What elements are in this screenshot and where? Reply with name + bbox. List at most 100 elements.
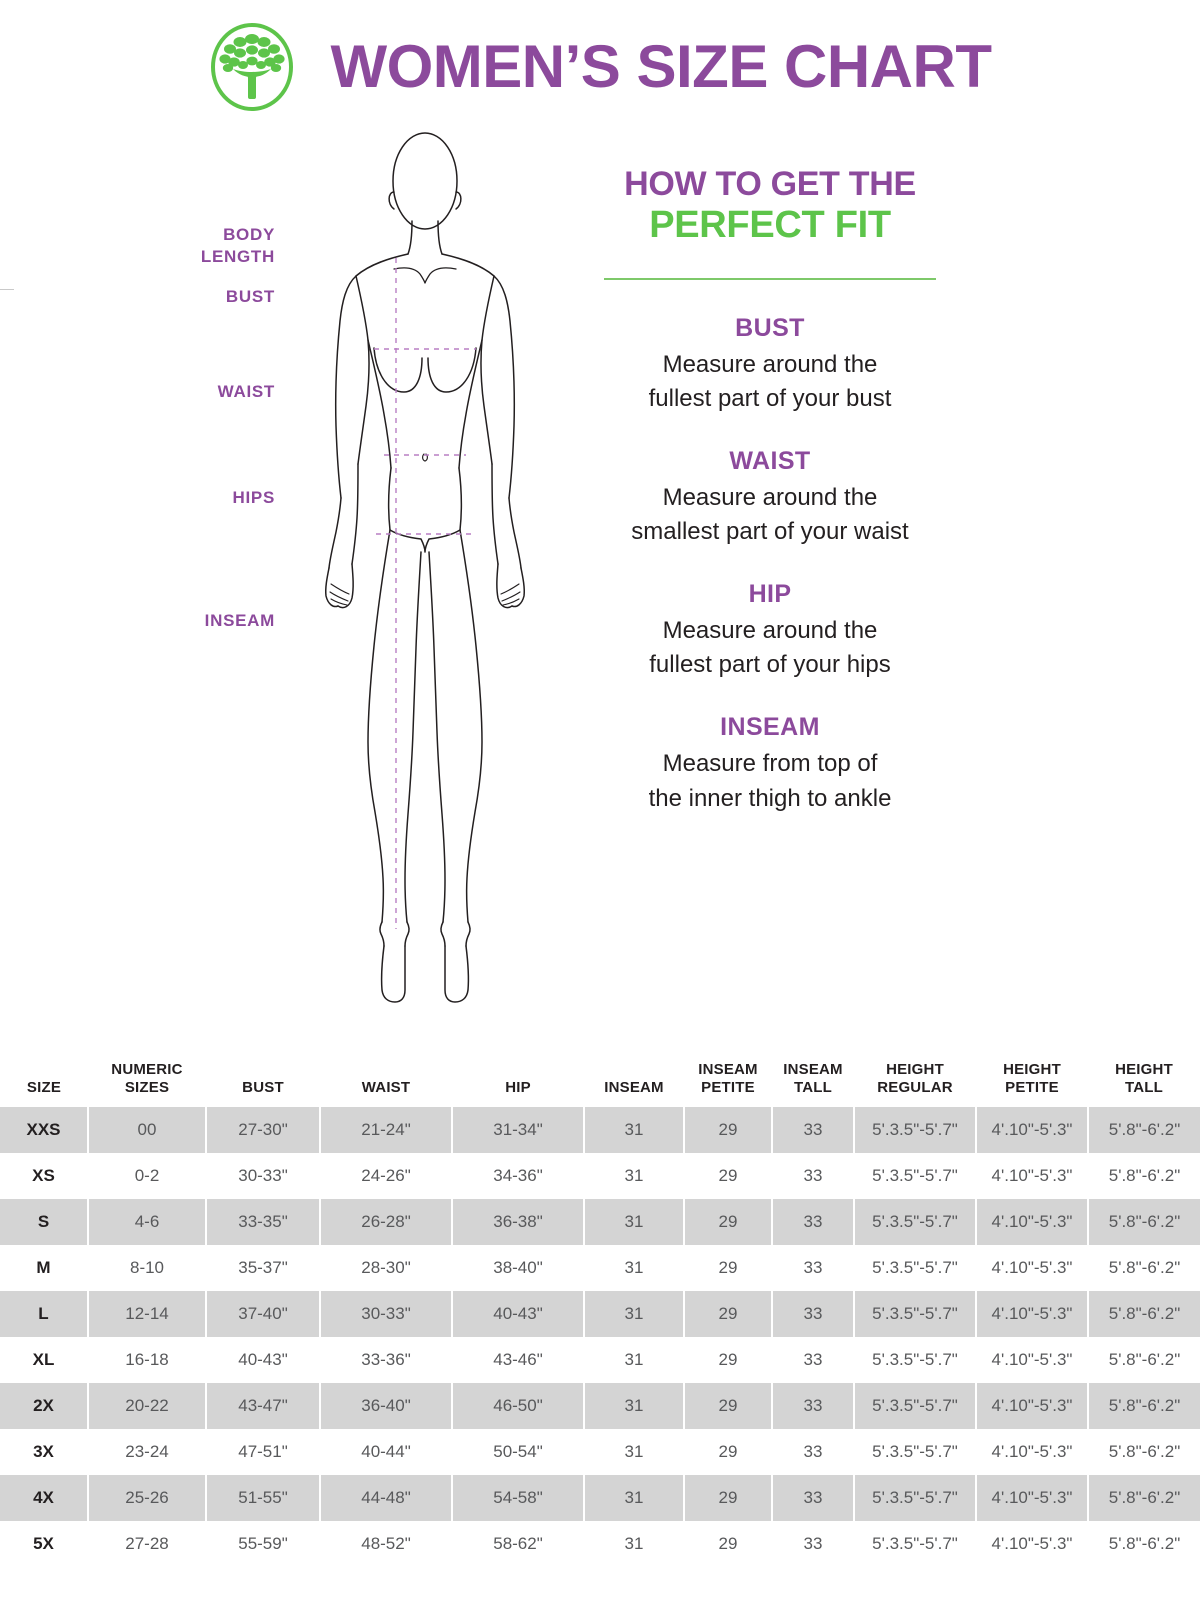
cell-waist: 30-33" <box>320 1291 453 1337</box>
size-chart-table: SIZE NUMERIC SIZES BUST WAIST HIP INSEAM INSEAM… <box>0 1055 1200 1567</box>
fit-block-inseam-line1: Measure from top of <box>662 750 878 778</box>
column-header-inseam_tall-line1: INSEAM <box>783 1061 843 1078</box>
cell-inseam_tall: 33 <box>772 1107 855 1153</box>
page-title: WOMEN’S SIZE CHART <box>330 33 993 100</box>
table-row: M 8-10 35-37" 28-30" 38-40" 31 29 33 5'.3.5"-5'.… <box>0 1245 1200 1291</box>
cell-inseam_petite: 29 <box>684 1337 773 1383</box>
cell-height_tall: 5'.8"-6'.2" <box>1088 1521 1200 1567</box>
cell-height_petite: 4'.10"-5'.3" <box>976 1291 1089 1337</box>
cell-size: M <box>0 1245 89 1291</box>
cell-hip: 43-46" <box>452 1337 585 1383</box>
cell-hip: 46-50" <box>452 1383 585 1429</box>
fit-heading-line1: HOW TO GET THE <box>624 165 916 203</box>
column-header-waist: WAIST <box>320 1055 452 1107</box>
cell-height_regular: 5'.3.5"-5'.7" <box>854 1475 977 1521</box>
cell-height_regular: 5'.3.5"-5'.7" <box>854 1291 977 1337</box>
cell-inseam_petite: 29 <box>684 1199 773 1245</box>
cell-height_tall: 5'.8"-6'.2" <box>1088 1107 1200 1153</box>
cell-numeric: 0-2 <box>88 1153 207 1199</box>
column-header-inseam_petite-line1: INSEAM <box>698 1061 758 1078</box>
fit-block-inseam: INSEAM Measure from top of the inner thi… <box>565 713 975 816</box>
cell-bust: 27-30" <box>206 1107 321 1153</box>
cell-hip: 54-58" <box>452 1475 585 1521</box>
figure-label-inseam: INSEAM <box>204 611 275 630</box>
cell-bust: 37-40" <box>206 1291 321 1337</box>
cell-inseam: 31 <box>584 1521 685 1567</box>
column-header-numeric: NUMERIC SIZES <box>88 1055 206 1107</box>
cell-height_petite: 4'.10"-5'.3" <box>976 1337 1089 1383</box>
cell-inseam_tall: 33 <box>772 1337 855 1383</box>
cell-inseam: 31 <box>584 1383 685 1429</box>
cell-bust: 55-59" <box>206 1521 321 1567</box>
cell-numeric: 8-10 <box>88 1245 207 1291</box>
fit-divider <box>604 277 936 280</box>
cell-height_regular: 5'.3.5"-5'.7" <box>854 1107 977 1153</box>
table-row: S 4-6 33-35" 26-28" 36-38" 31 29 33 5'.3.5"-5'.7… <box>0 1199 1200 1245</box>
fit-block-waist-line1: Measure around the <box>662 483 878 511</box>
cell-hip: 58-62" <box>452 1521 585 1567</box>
cell-inseam_tall: 33 <box>772 1291 855 1337</box>
cell-height_regular: 5'.3.5"-5'.7" <box>854 1337 977 1383</box>
column-header-size-line1: SIZE <box>26 1079 62 1096</box>
column-header-numeric-line1: NUMERIC <box>111 1061 183 1078</box>
fit-block-inseam-line2: the inner thigh to ankle <box>648 784 892 812</box>
column-header-numeric-line2: SIZES <box>124 1079 170 1096</box>
cell-numeric: 23-24 <box>88 1429 207 1475</box>
cell-height_tall: 5'.8"-6'.2" <box>1088 1245 1200 1291</box>
cell-size: 3X <box>0 1429 89 1475</box>
figure-label-hips: HIPS <box>232 488 275 507</box>
column-header-inseam_petite: INSEAM PETITE <box>684 1055 772 1107</box>
cell-waist: 48-52" <box>320 1521 453 1567</box>
cell-bust: 51-55" <box>206 1475 321 1521</box>
how-to-fit-panel: HOW TO GET THE PERFECT FIT BUST Measure … <box>565 166 975 816</box>
column-header-hip: HIP <box>452 1055 584 1107</box>
column-header-height_tall-line1: HEIGHT <box>1115 1061 1173 1078</box>
column-header-height_petite-line2: PETITE <box>1005 1079 1059 1096</box>
cell-height_regular: 5'.3.5"-5'.7" <box>854 1429 977 1475</box>
fit-block-bust: BUST Measure around the fullest part of … <box>565 314 975 417</box>
cell-height_petite: 4'.10"-5'.3" <box>976 1199 1089 1245</box>
cell-numeric: 27-28 <box>88 1521 207 1567</box>
cell-numeric: 00 <box>88 1107 207 1153</box>
cell-height_regular: 5'.3.5"-5'.7" <box>854 1153 977 1199</box>
cell-inseam_petite: 29 <box>684 1475 773 1521</box>
cell-inseam_petite: 29 <box>684 1429 773 1475</box>
cell-inseam_tall: 33 <box>772 1153 855 1199</box>
cell-height_regular: 5'.3.5"-5'.7" <box>854 1383 977 1429</box>
cell-hip: 34-36" <box>452 1153 585 1199</box>
column-header-height_regular-line2: REGULAR <box>877 1079 953 1096</box>
cell-numeric: 12-14 <box>88 1291 207 1337</box>
cell-inseam: 31 <box>584 1429 685 1475</box>
cell-numeric: 20-22 <box>88 1383 207 1429</box>
cell-inseam_petite: 29 <box>684 1245 773 1291</box>
table-row: 2X 20-22 43-47" 36-40" 46-50" 31 29 33 5'.3.5"-5… <box>0 1383 1200 1429</box>
cell-height_petite: 4'.10"-5'.3" <box>976 1153 1089 1199</box>
column-header-height_petite-line1: HEIGHT <box>1003 1061 1061 1078</box>
cell-size: XS <box>0 1153 89 1199</box>
table-row: XXS 00 27-30" 21-24" 31-34" 31 29 33 5'.3.5"-5'.… <box>0 1107 1200 1153</box>
column-header-height_regular: HEIGHT REGULAR <box>854 1055 976 1107</box>
cell-inseam_tall: 33 <box>772 1521 855 1567</box>
cell-bust: 35-37" <box>206 1245 321 1291</box>
figure-label-body-length: BODY LENGTH <box>125 224 275 268</box>
cell-height_petite: 4'.10"-5'.3" <box>976 1521 1089 1567</box>
cell-inseam: 31 <box>584 1291 685 1337</box>
cell-waist: 40-44" <box>320 1429 453 1475</box>
cell-hip: 36-38" <box>452 1199 585 1245</box>
cell-waist: 33-36" <box>320 1337 453 1383</box>
cell-numeric: 16-18 <box>88 1337 207 1383</box>
cell-inseam: 31 <box>584 1199 685 1245</box>
size-table-wrapper: SIZE NUMERIC SIZES BUST WAIST HIP INSEAM INSEAM… <box>0 1055 1200 1567</box>
tree-in-circle-icon <box>210 23 293 111</box>
fit-block-bust-line2: fullest part of your bust <box>648 385 892 413</box>
cell-inseam_tall: 33 <box>772 1245 855 1291</box>
column-header-height_tall: HEIGHT TALL <box>1088 1055 1200 1107</box>
cell-inseam_petite: 29 <box>684 1521 773 1567</box>
column-header-inseam: INSEAM <box>584 1055 684 1107</box>
measurement-guide-lines <box>374 258 476 929</box>
cell-height_regular: 5'.3.5"-5'.7" <box>854 1245 977 1291</box>
column-header-height_regular-line1: HEIGHT <box>886 1061 944 1078</box>
cell-waist: 44-48" <box>320 1475 453 1521</box>
cell-height_tall: 5'.8"-6'.2" <box>1088 1383 1200 1429</box>
cell-height_tall: 5'.8"-6'.2" <box>1088 1337 1200 1383</box>
